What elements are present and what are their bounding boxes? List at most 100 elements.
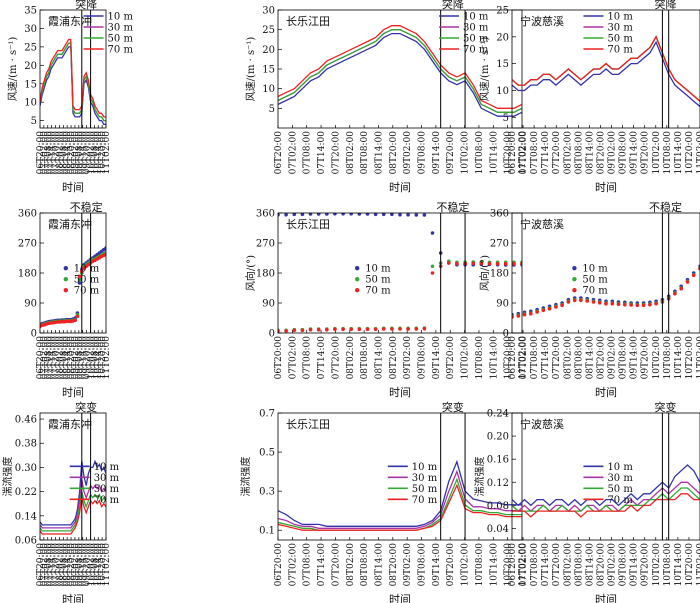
data-point bbox=[535, 310, 539, 314]
data-point bbox=[284, 329, 288, 333]
data-point bbox=[512, 315, 514, 319]
x-tick-label: 10T02:00 bbox=[461, 336, 471, 380]
x-tick-label: 11T02:00 bbox=[518, 131, 528, 175]
x-tick-label: 08T02:00 bbox=[55, 336, 65, 380]
station-label: 霞浦东冲 bbox=[48, 217, 92, 231]
y-tick-label: 360 bbox=[490, 209, 509, 220]
y-tick-label: 360 bbox=[256, 209, 275, 220]
x-tick-label: 10T02:00 bbox=[461, 543, 471, 587]
x-tick-label: 09T08:00 bbox=[619, 336, 629, 380]
y-tick-label: 0.3 bbox=[259, 487, 275, 498]
legend-label: 70 m bbox=[94, 495, 120, 506]
x-tick-label: 07T02:00 bbox=[288, 131, 298, 175]
data-point bbox=[381, 213, 386, 217]
data-point bbox=[547, 306, 552, 311]
data-point bbox=[292, 328, 297, 333]
y-tick-label: 0.06 bbox=[15, 536, 37, 547]
y-axis-label: 湍流强度 bbox=[473, 457, 486, 497]
event-label: 突变 bbox=[442, 400, 464, 414]
plot-frame bbox=[277, 9, 523, 129]
x-tick-label: 06T20:00 bbox=[508, 543, 518, 587]
y-tick-label: 0.38 bbox=[15, 439, 37, 450]
x-tick-label: 08T20:00 bbox=[67, 336, 77, 380]
x-tick-label: 07T08:00 bbox=[303, 543, 313, 587]
x-tick-label: 11T02:00 bbox=[696, 336, 700, 380]
legend-swatch bbox=[572, 277, 577, 282]
x-tick-label: 08T14:00 bbox=[374, 336, 384, 380]
y-tick-label: 0.16 bbox=[487, 455, 509, 466]
event-label: 突变 bbox=[655, 400, 677, 414]
plot-frame bbox=[511, 212, 700, 334]
data-point bbox=[479, 261, 484, 266]
legend-swatch bbox=[63, 266, 68, 271]
x-tick-label: 08T02:00 bbox=[563, 131, 573, 175]
data-point bbox=[300, 328, 305, 333]
legend-label: 70 m bbox=[412, 495, 438, 506]
y-axis-label: 风速/(m · s⁻¹) bbox=[245, 37, 257, 102]
x-tick-label: 10T20:00 bbox=[504, 336, 514, 380]
data-point bbox=[512, 261, 516, 266]
x-tick-label: 07T20:00 bbox=[331, 336, 341, 380]
x-tick-label: 09T08:00 bbox=[418, 336, 428, 380]
y-tick-label: 15 bbox=[262, 65, 275, 76]
data-point bbox=[398, 327, 402, 331]
data-point bbox=[520, 261, 522, 266]
x-tick-label: 08T08:00 bbox=[59, 336, 69, 380]
legend-label: 10 m bbox=[365, 264, 391, 275]
x-tick-label: 06T20:00 bbox=[36, 131, 46, 175]
x-tick-label: 08T08:00 bbox=[574, 131, 584, 175]
x-tick-label: 10T02:00 bbox=[461, 131, 471, 175]
x-tick-label: 09T02:00 bbox=[71, 131, 81, 175]
x-tick-label: 09T20:00 bbox=[446, 543, 456, 587]
legend-swatch bbox=[572, 288, 577, 293]
x-tick-label: 11T02:00 bbox=[696, 543, 700, 587]
y-tick-label: 0.30 bbox=[15, 463, 37, 474]
x-tick-label: 10T14:00 bbox=[94, 543, 104, 587]
y-tick-label: 0.46 bbox=[15, 415, 37, 426]
x-tick-label: 10T02:00 bbox=[652, 131, 662, 175]
x-tick-label: 10T02:00 bbox=[86, 131, 96, 175]
x-tick-label: 10T08:00 bbox=[90, 543, 100, 587]
legend-label: 50 m bbox=[582, 275, 608, 286]
data-point bbox=[616, 302, 621, 307]
plot-frame bbox=[277, 412, 523, 541]
x-tick-label: 08T08:00 bbox=[360, 543, 370, 587]
legend-label: 70 m bbox=[582, 286, 608, 297]
x-tick-label: 06T20:00 bbox=[36, 543, 46, 587]
x-tick-label: 06T20:00 bbox=[508, 131, 518, 175]
y-axis-label: 风向/(°) bbox=[244, 255, 257, 291]
legend-label: 10 m bbox=[582, 264, 608, 275]
x-tick-label: 09T14:00 bbox=[630, 336, 640, 380]
legend-swatch bbox=[63, 277, 68, 282]
station-label: 霞浦东冲 bbox=[48, 417, 92, 431]
data-point bbox=[673, 291, 677, 296]
plot-frame bbox=[277, 212, 523, 334]
series-line-70m bbox=[40, 38, 106, 118]
legend-label: 10 m bbox=[108, 12, 134, 23]
series-line-70m bbox=[278, 483, 522, 531]
data-point bbox=[554, 305, 558, 309]
x-tick-label: 07T14:00 bbox=[317, 543, 327, 587]
legend-label: 50 m bbox=[365, 275, 391, 286]
x-tick-label: 09T14:00 bbox=[79, 336, 89, 380]
x-tick-label: 11T02:00 bbox=[102, 336, 112, 380]
data-point bbox=[373, 213, 378, 217]
data-point bbox=[487, 261, 492, 266]
x-tick-label: 10T14:00 bbox=[94, 131, 104, 175]
y-axis-label: 湍流强度 bbox=[1, 457, 14, 497]
x-tick-label: 07T14:00 bbox=[48, 543, 58, 587]
y-tick-label: 25 bbox=[262, 25, 275, 36]
legend-label: 30 m bbox=[607, 473, 633, 484]
x-tick-label: 10T20:00 bbox=[504, 543, 514, 587]
x-tick-label: 10T20:00 bbox=[685, 131, 695, 175]
legend-label: 10 m bbox=[94, 462, 120, 473]
x-tick-label: 08T08:00 bbox=[360, 131, 370, 175]
series-line-10m bbox=[278, 32, 522, 117]
y-tick-label: 0 bbox=[269, 329, 275, 340]
x-tick-label: 10T14:00 bbox=[674, 543, 684, 587]
station-label: 长乐江田 bbox=[286, 15, 330, 28]
y-tick-label: 0.08 bbox=[487, 501, 509, 512]
data-point bbox=[635, 303, 640, 308]
chart-ti-xiapu: 0.06 0.14 0.22 0.30 0.38 0.46 06T20:0007T02:00… bbox=[1, 400, 120, 603]
y-tick-label: 25 bbox=[24, 42, 37, 53]
